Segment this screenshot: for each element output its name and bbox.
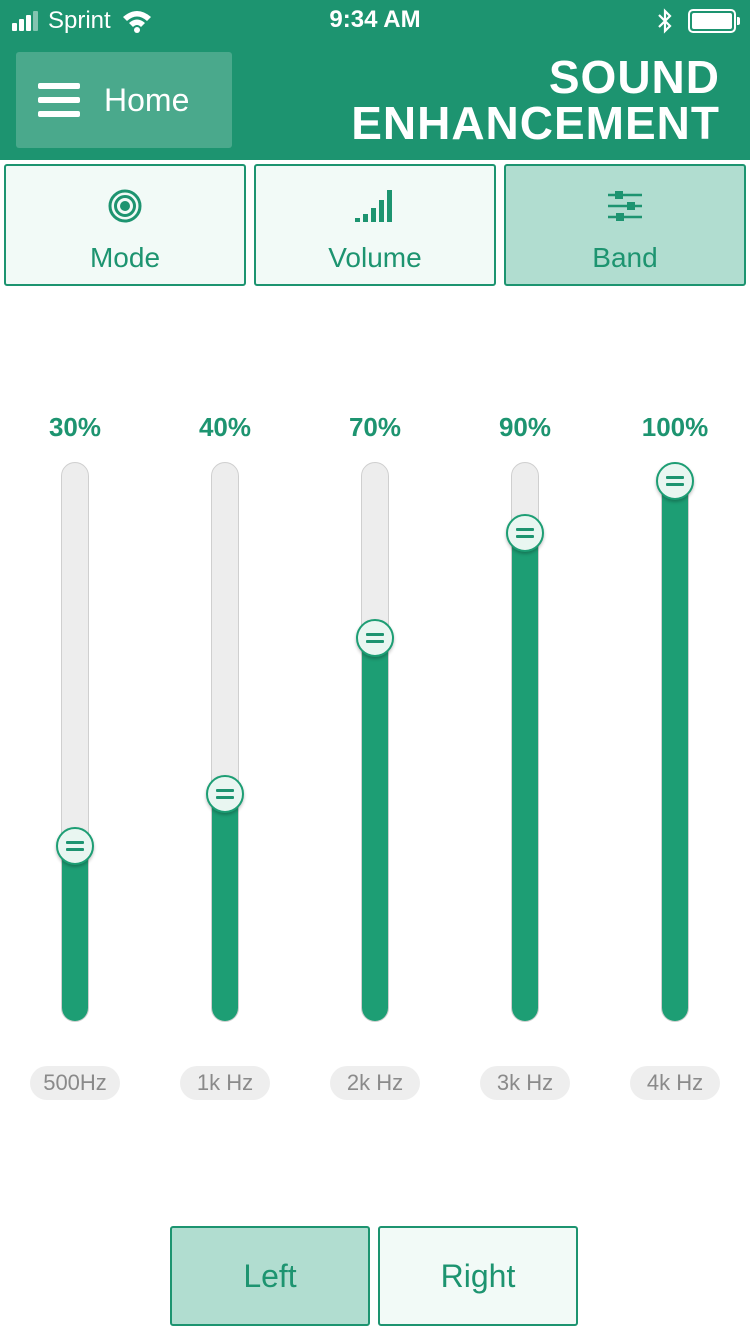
band-equalizer: 30% 500Hz 40% 1k Hz 70% 2k Hz 90% 3k Hz … (0, 400, 750, 1120)
band-value: 30% (48, 412, 102, 442)
page-title-line1: SOUND (548, 51, 720, 103)
tab-band[interactable]: Band (504, 164, 746, 286)
right-ear-button[interactable]: Right (378, 1226, 578, 1326)
band-2khz: 70% 2k Hz (300, 400, 450, 1120)
tab-bar: Mode Volume Band (0, 164, 750, 286)
band-4khz: 100% 4k Hz (600, 400, 750, 1120)
band-slider-thumb[interactable] (356, 618, 394, 657)
sliders-icon (608, 191, 642, 221)
tab-mode-label: Mode (89, 242, 161, 273)
band-frequency-label: 4k Hz (630, 1066, 720, 1100)
band-value: 70% (348, 412, 402, 442)
battery-icon (688, 9, 740, 33)
band-slider-track[interactable] (61, 462, 89, 1022)
band-500hz: 30% 500Hz (0, 400, 150, 1120)
tab-volume[interactable]: Volume (254, 164, 496, 286)
band-slider-fill (662, 480, 688, 1021)
band-value: 90% (498, 412, 552, 442)
hamburger-menu-icon (38, 83, 80, 117)
band-slider-thumb[interactable] (656, 462, 694, 500)
band-slider-track[interactable] (661, 462, 689, 1022)
home-menu-button[interactable]: Home (16, 52, 232, 148)
band-slider-fill (62, 845, 88, 1021)
app-header: Sprint 9:34 AM Home SOUND ENHANCEMENT (0, 0, 750, 160)
band-3khz: 90% 3k Hz (450, 400, 600, 1120)
band-slider-track[interactable] (511, 462, 539, 1022)
band-slider-thumb[interactable] (506, 514, 544, 553)
target-icon (108, 189, 142, 223)
band-frequency-label: 3k Hz (480, 1066, 570, 1100)
carrier-name: Sprint (48, 7, 111, 34)
status-right (656, 6, 740, 36)
band-value: 100% (641, 412, 709, 442)
wifi-icon (122, 11, 151, 33)
home-label: Home (104, 81, 190, 118)
left-ear-button[interactable]: Left (170, 1226, 370, 1326)
tab-volume-label: Volume (328, 242, 422, 273)
band-slider-fill (512, 532, 538, 1021)
band-frequency-label: 1k Hz (180, 1066, 270, 1100)
tab-band-label: Band (592, 242, 658, 273)
band-value: 40% (198, 412, 252, 442)
status-left: Sprint (12, 6, 153, 36)
band-slider-track[interactable] (211, 462, 239, 1022)
bluetooth-icon (658, 8, 672, 34)
status-time: 9:34 AM (329, 6, 421, 33)
band-slider-fill (362, 636, 388, 1021)
status-bar: Sprint 9:34 AM (0, 0, 750, 40)
signal-strength-icon (12, 11, 40, 31)
band-slider-fill (212, 793, 238, 1021)
band-slider-track[interactable] (361, 462, 389, 1022)
band-slider-thumb[interactable] (206, 775, 244, 814)
page-title: SOUND ENHANCEMENT (300, 54, 720, 146)
band-frequency-label: 500Hz (30, 1066, 120, 1100)
volume-bars-icon (355, 190, 392, 222)
band-1khz: 40% 1k Hz (150, 400, 300, 1120)
band-frequency-label: 2k Hz (330, 1066, 420, 1100)
page-title-line2: ENHANCEMENT (351, 97, 720, 149)
ear-side-toggle: Left Right (170, 1226, 580, 1326)
tab-mode[interactable]: Mode (4, 164, 246, 286)
band-slider-thumb[interactable] (56, 827, 94, 866)
